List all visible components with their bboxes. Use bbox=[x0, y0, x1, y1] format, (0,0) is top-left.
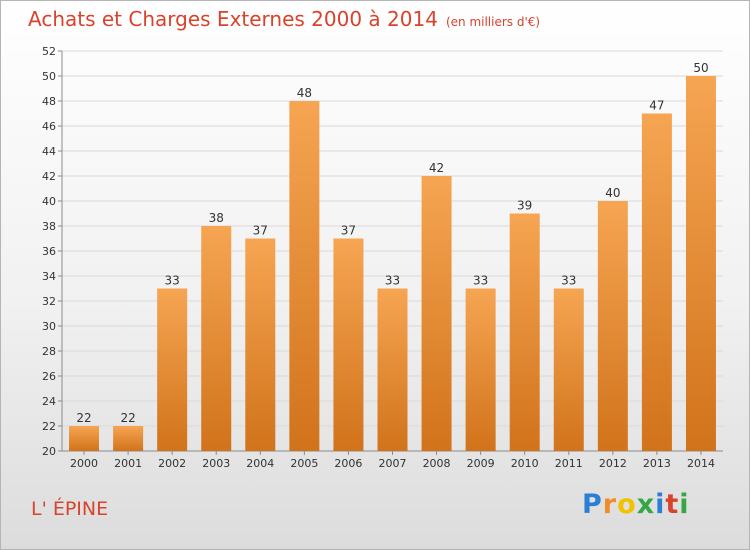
data-label-2007: 33 bbox=[385, 274, 400, 288]
x-tick-label-2008: 2008 bbox=[423, 457, 451, 470]
x-tick-label-2009: 2009 bbox=[467, 457, 495, 470]
data-label-2001: 22 bbox=[120, 411, 135, 425]
logo-letter: x bbox=[636, 489, 656, 520]
bar-2001 bbox=[113, 426, 144, 451]
y-tick-label: 40 bbox=[42, 195, 56, 208]
x-tick-label-2012: 2012 bbox=[599, 457, 627, 470]
logo-letter: P bbox=[582, 489, 603, 520]
logo-letter: t bbox=[665, 489, 680, 520]
logo-letter: i bbox=[655, 489, 666, 520]
x-tick-label-2013: 2013 bbox=[643, 457, 671, 470]
proxiti-logo: Proxiti bbox=[582, 489, 690, 520]
bar-2002 bbox=[157, 288, 188, 451]
data-label-2011: 33 bbox=[561, 274, 576, 288]
bar-2008 bbox=[421, 176, 452, 451]
bar-2006 bbox=[333, 238, 364, 451]
x-tick-label-2004: 2004 bbox=[246, 457, 274, 470]
data-label-2010: 39 bbox=[517, 199, 532, 213]
bar-2003 bbox=[201, 226, 232, 451]
y-tick-label: 22 bbox=[42, 420, 56, 433]
data-label-2009: 33 bbox=[473, 274, 488, 288]
x-tick-label-2014: 2014 bbox=[687, 457, 715, 470]
bar-2010 bbox=[509, 213, 540, 451]
bar-2011 bbox=[553, 288, 584, 451]
bar-2014 bbox=[685, 76, 716, 451]
data-label-2002: 33 bbox=[165, 274, 180, 288]
data-label-2005: 48 bbox=[297, 86, 312, 100]
x-tick-label-2005: 2005 bbox=[290, 457, 318, 470]
data-label-2004: 37 bbox=[253, 224, 268, 238]
data-label-2008: 42 bbox=[429, 161, 444, 175]
bar-2012 bbox=[597, 201, 628, 451]
chart-title: Achats et Charges Externes 2000 à 2014 (e… bbox=[28, 7, 540, 31]
bar-2013 bbox=[641, 113, 672, 451]
y-tick-label: 30 bbox=[42, 320, 56, 333]
x-tick-label-2003: 2003 bbox=[202, 457, 230, 470]
y-tick-label: 20 bbox=[42, 445, 56, 458]
data-label-2003: 38 bbox=[209, 211, 224, 225]
x-tick-label-2007: 2007 bbox=[379, 457, 407, 470]
chart-title-main: Achats et Charges Externes 2000 à 2014 bbox=[28, 7, 438, 31]
x-tick-label-2006: 2006 bbox=[334, 457, 362, 470]
bar-2007 bbox=[377, 288, 408, 451]
x-tick-label-2011: 2011 bbox=[555, 457, 583, 470]
bar-2000 bbox=[69, 426, 100, 451]
y-tick-label: 36 bbox=[42, 245, 56, 258]
logo-letter: r bbox=[602, 489, 618, 520]
y-tick-label: 26 bbox=[42, 370, 56, 383]
y-tick-label: 48 bbox=[42, 95, 56, 108]
x-tick-label-2001: 2001 bbox=[114, 457, 142, 470]
y-tick-label: 32 bbox=[42, 295, 56, 308]
y-tick-label: 44 bbox=[42, 145, 56, 158]
logo-letter: i bbox=[679, 489, 690, 520]
data-label-2000: 22 bbox=[76, 411, 91, 425]
data-label-2014: 50 bbox=[693, 61, 708, 75]
x-tick-label-2000: 2000 bbox=[70, 457, 98, 470]
data-label-2013: 47 bbox=[649, 99, 664, 113]
bar-2009 bbox=[465, 288, 496, 451]
bar-2004 bbox=[245, 238, 276, 451]
logo-letter: o bbox=[617, 489, 637, 520]
x-tick-label-2002: 2002 bbox=[158, 457, 186, 470]
y-tick-label: 52 bbox=[42, 45, 56, 58]
bar-2005 bbox=[289, 101, 320, 451]
y-tick-label: 28 bbox=[42, 345, 56, 358]
data-label-2012: 40 bbox=[605, 186, 620, 200]
y-tick-label: 34 bbox=[42, 270, 56, 283]
y-tick-label: 38 bbox=[42, 220, 56, 233]
x-tick-label-2010: 2010 bbox=[511, 457, 539, 470]
y-tick-label: 42 bbox=[42, 170, 56, 183]
chart-unit-note: (en milliers d'€) bbox=[445, 15, 541, 29]
data-label-2006: 37 bbox=[341, 224, 356, 238]
y-tick-label: 24 bbox=[42, 395, 56, 408]
y-tick-label: 46 bbox=[42, 120, 56, 133]
place-name: L' ÉPINE bbox=[31, 498, 109, 520]
y-tick-label: 50 bbox=[42, 70, 56, 83]
